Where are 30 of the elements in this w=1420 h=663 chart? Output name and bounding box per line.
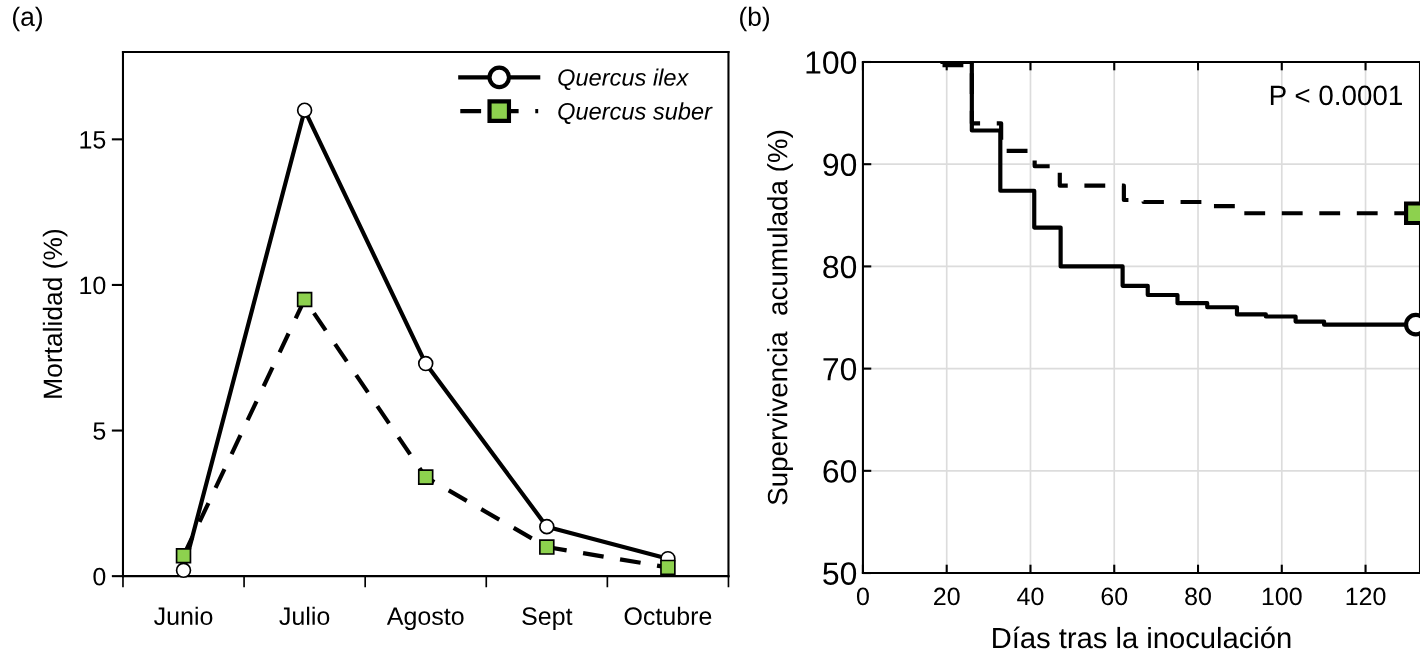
x-tick-label: Julio <box>279 606 330 626</box>
x-tick-label: 20 <box>934 587 960 606</box>
y-tick-label: 70 <box>823 357 857 381</box>
x-tick-label: Agosto <box>386 607 464 631</box>
y-axis-title: Mortalidad (%) <box>42 229 68 398</box>
y-tick-label: 0 <box>93 567 106 586</box>
x-tick-label: Octubre <box>624 606 712 626</box>
legend-label: Quercus ilex <box>558 68 689 91</box>
y-tick-label: 80 <box>823 255 857 279</box>
x-tick-label: 40 <box>1017 587 1044 606</box>
y-tick-label: 50 <box>823 562 857 585</box>
x-tick-label: Sept <box>522 607 573 631</box>
x-tick-label: Junio <box>154 606 213 626</box>
y-axis-title: Supervivencia acumulada (%) <box>767 130 793 505</box>
text: (a) <box>13 6 42 32</box>
annotation: P < 0.0001 <box>1270 85 1402 106</box>
y-tick-label: 60 <box>823 460 857 483</box>
x-axis-title: Días tras la inoculación <box>993 626 1291 649</box>
x-tick-label: 100 <box>1262 587 1302 606</box>
x-tick-label: 80 <box>1185 587 1211 606</box>
y-tick-label: 5 <box>93 422 106 440</box>
y-tick-label: 10 <box>80 276 106 295</box>
y-tick-label: 100 <box>806 51 857 74</box>
legend-label: Quercus suber <box>558 102 713 124</box>
x-tick-label: 60 <box>1101 587 1128 606</box>
y-tick-label: 90 <box>823 153 857 177</box>
x-tick-label: 0 <box>856 587 869 606</box>
x-tick-label: 120 <box>1346 587 1386 606</box>
text: (b) <box>740 6 770 32</box>
y-tick-label: 15 <box>80 131 106 149</box>
